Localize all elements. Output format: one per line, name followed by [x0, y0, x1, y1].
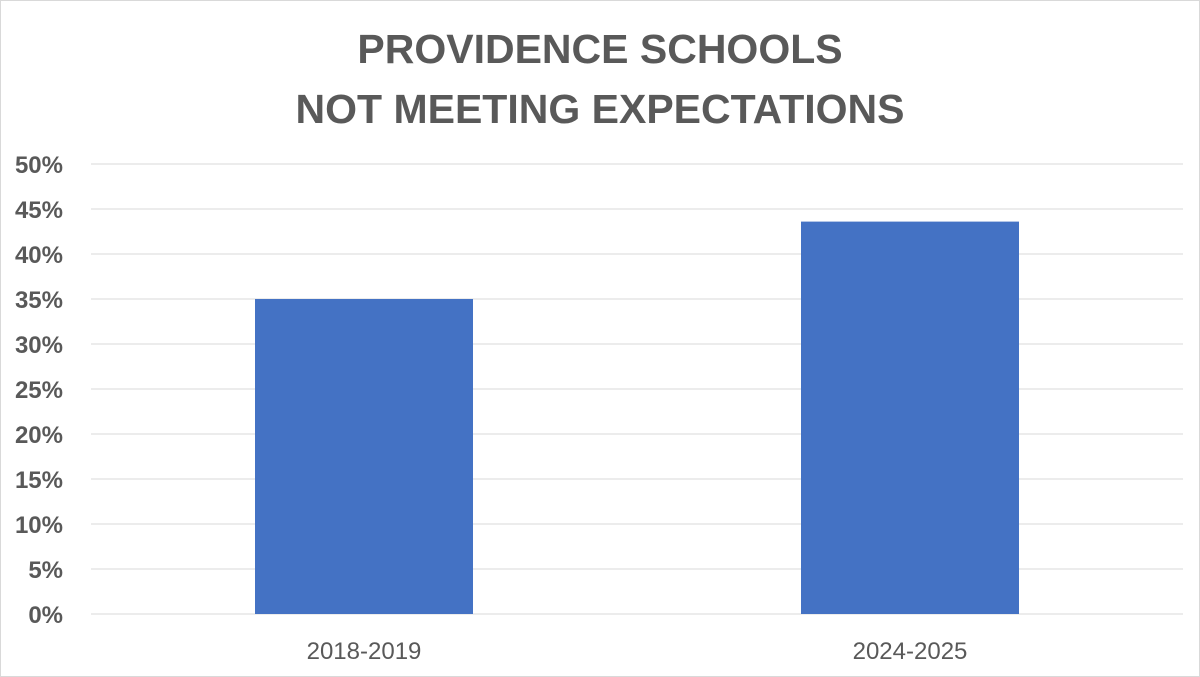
chart-title-line-2: NOT MEETING EXPECTATIONS — [295, 86, 905, 132]
y-tick-label: 0% — [28, 602, 63, 629]
x-category-label: 2018-2019 — [307, 638, 422, 665]
x-category-label: 2024-2025 — [853, 638, 968, 665]
y-tick-label: 50% — [15, 152, 63, 179]
chart-title: PROVIDENCE SCHOOLS NOT MEETING EXPECTATI… — [1, 19, 1199, 139]
y-tick-label: 25% — [15, 377, 63, 404]
y-tick-label: 20% — [15, 422, 63, 449]
y-tick-label: 30% — [15, 332, 63, 359]
y-tick-label: 40% — [15, 242, 63, 269]
y-tick-label: 35% — [15, 287, 63, 314]
y-tick-label: 15% — [15, 467, 63, 494]
y-tick-label: 5% — [28, 557, 63, 584]
bar-2018-2019 — [255, 299, 473, 614]
y-tick-label: 45% — [15, 197, 63, 224]
y-tick-label: 10% — [15, 512, 63, 539]
bar-2024-2025 — [801, 221, 1019, 614]
chart-title-line-1: PROVIDENCE SCHOOLS — [357, 26, 843, 72]
